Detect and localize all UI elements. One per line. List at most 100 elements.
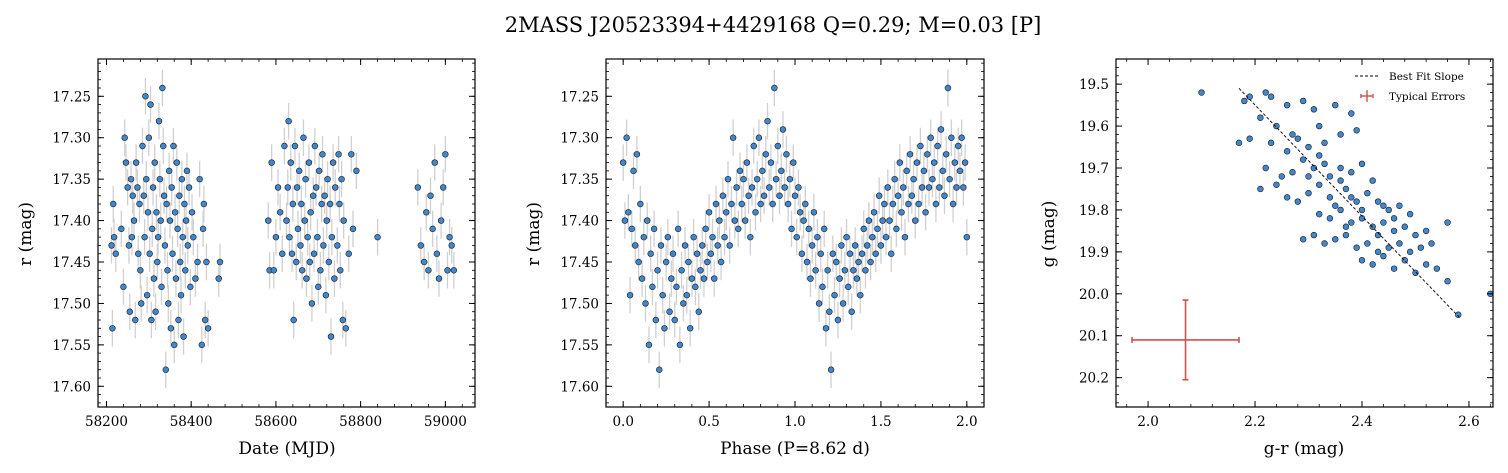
- data-point-106: [802, 200, 809, 208]
- data-point-80: [190, 233, 197, 241]
- data-point-57: [1401, 223, 1408, 230]
- data-point-51: [1337, 206, 1344, 214]
- data-point-90: [215, 275, 222, 282]
- data-point-56: [1390, 227, 1398, 235]
- data-point-110: [293, 258, 300, 266]
- lightcurve-xlabel: Date (MJD): [238, 439, 335, 459]
- data-point-171: [913, 159, 921, 166]
- data-point-69: [1396, 240, 1403, 247]
- data-point-119: [824, 267, 831, 274]
- data-point-6: [120, 283, 127, 291]
- data-point-74: [182, 217, 190, 224]
- data-point-18: [134, 184, 141, 191]
- data-point-5: [628, 225, 635, 233]
- data-point-121: [827, 366, 835, 373]
- data-point-110: [808, 242, 816, 249]
- figure-title: 2MASS J20523394+4429168 Q=0.29; M=0.03 […: [505, 13, 1042, 37]
- data-point-12: [640, 233, 647, 241]
- data-point-22: [1353, 127, 1360, 134]
- data-point-20: [136, 200, 143, 208]
- color_magnitude-ytick-label: 19.8: [1079, 203, 1109, 219]
- data-point-51: [163, 200, 170, 208]
- data-point-81: [192, 275, 199, 282]
- data-point-159: [353, 167, 360, 175]
- data-point-37: [1294, 198, 1302, 205]
- color_magnitude-points: [1198, 89, 1494, 318]
- data-point-160: [894, 192, 902, 199]
- data-point-50: [162, 366, 169, 373]
- data-point-200: [963, 233, 971, 241]
- data-point-101: [793, 233, 800, 241]
- data-point-64: [174, 225, 181, 233]
- data-point-147: [872, 250, 879, 257]
- data-point-16: [132, 316, 139, 324]
- data-point-11: [1273, 122, 1280, 130]
- data-point-41: [154, 233, 162, 241]
- data-point-144: [328, 233, 336, 241]
- data-point-7: [121, 134, 128, 141]
- data-point-109: [291, 142, 299, 150]
- data-point-165: [903, 167, 910, 175]
- data-point-76: [184, 242, 192, 249]
- data-point-181: [930, 159, 938, 166]
- data-point-36: [1283, 194, 1291, 201]
- data-point-168: [908, 192, 916, 199]
- data-point-13: [1316, 122, 1323, 130]
- data-point-60: [1299, 236, 1307, 243]
- data-point-124: [307, 209, 314, 216]
- data-point-126: [836, 275, 843, 282]
- lightcurve-errorbars: [110, 69, 455, 388]
- data-point-71: [741, 217, 749, 224]
- data-point-54: [165, 167, 173, 175]
- data-point-8: [1310, 106, 1318, 113]
- data-point-59: [170, 142, 177, 150]
- data-point-177: [450, 267, 458, 274]
- data-point-62: [726, 242, 733, 249]
- data-point-18: [650, 225, 658, 233]
- data-point-28: [143, 291, 151, 299]
- lightcurve-ytick-label: 17.60: [52, 379, 91, 395]
- data-point-132: [846, 250, 854, 257]
- data-point-59: [721, 233, 728, 241]
- lightcurve-ytick-label: 17.45: [52, 255, 91, 271]
- data-point-140: [324, 175, 331, 183]
- data-point-131: [315, 283, 322, 291]
- data-point-64: [729, 134, 737, 141]
- data-point-79: [1433, 265, 1441, 272]
- data-point-195: [955, 142, 962, 150]
- data-point-94: [268, 159, 275, 166]
- data-point-44: [1364, 189, 1371, 197]
- lightcurve-ytick-label: 17.35: [52, 172, 91, 188]
- data-point-76: [1390, 265, 1398, 272]
- data-point-199: [961, 159, 969, 166]
- data-point-46: [159, 84, 166, 92]
- data-point-81: [1444, 278, 1451, 285]
- data-point-158: [891, 175, 898, 183]
- data-point-162: [898, 209, 905, 216]
- phased-ytick-label: 17.50: [560, 296, 599, 312]
- data-point-93: [1380, 202, 1387, 209]
- data-point-21: [656, 366, 663, 373]
- data-point-150: [336, 200, 343, 208]
- data-point-186: [939, 167, 946, 175]
- data-point-132: [315, 167, 323, 175]
- phased-xlabel: Phase (P=8.62 d): [720, 439, 870, 459]
- data-point-9: [635, 258, 642, 266]
- data-point-66: [176, 192, 183, 199]
- data-point-24: [1278, 173, 1285, 180]
- data-point-177: [924, 151, 931, 158]
- data-point-37: [151, 159, 158, 166]
- data-point-108: [290, 316, 297, 324]
- data-point-56: [167, 325, 175, 332]
- data-point-45: [697, 267, 704, 274]
- phased-xtick-label: 1.0: [784, 414, 805, 430]
- data-point-127: [838, 242, 845, 249]
- color_magnitude-xtick-label: 2.0: [1137, 414, 1158, 430]
- data-point-187: [941, 192, 948, 199]
- data-point-20: [654, 267, 661, 274]
- data-point-73: [1358, 257, 1366, 264]
- data-point-174: [444, 267, 451, 274]
- data-point-128: [311, 142, 319, 150]
- data-point-134: [850, 267, 857, 274]
- data-point-98: [788, 225, 795, 233]
